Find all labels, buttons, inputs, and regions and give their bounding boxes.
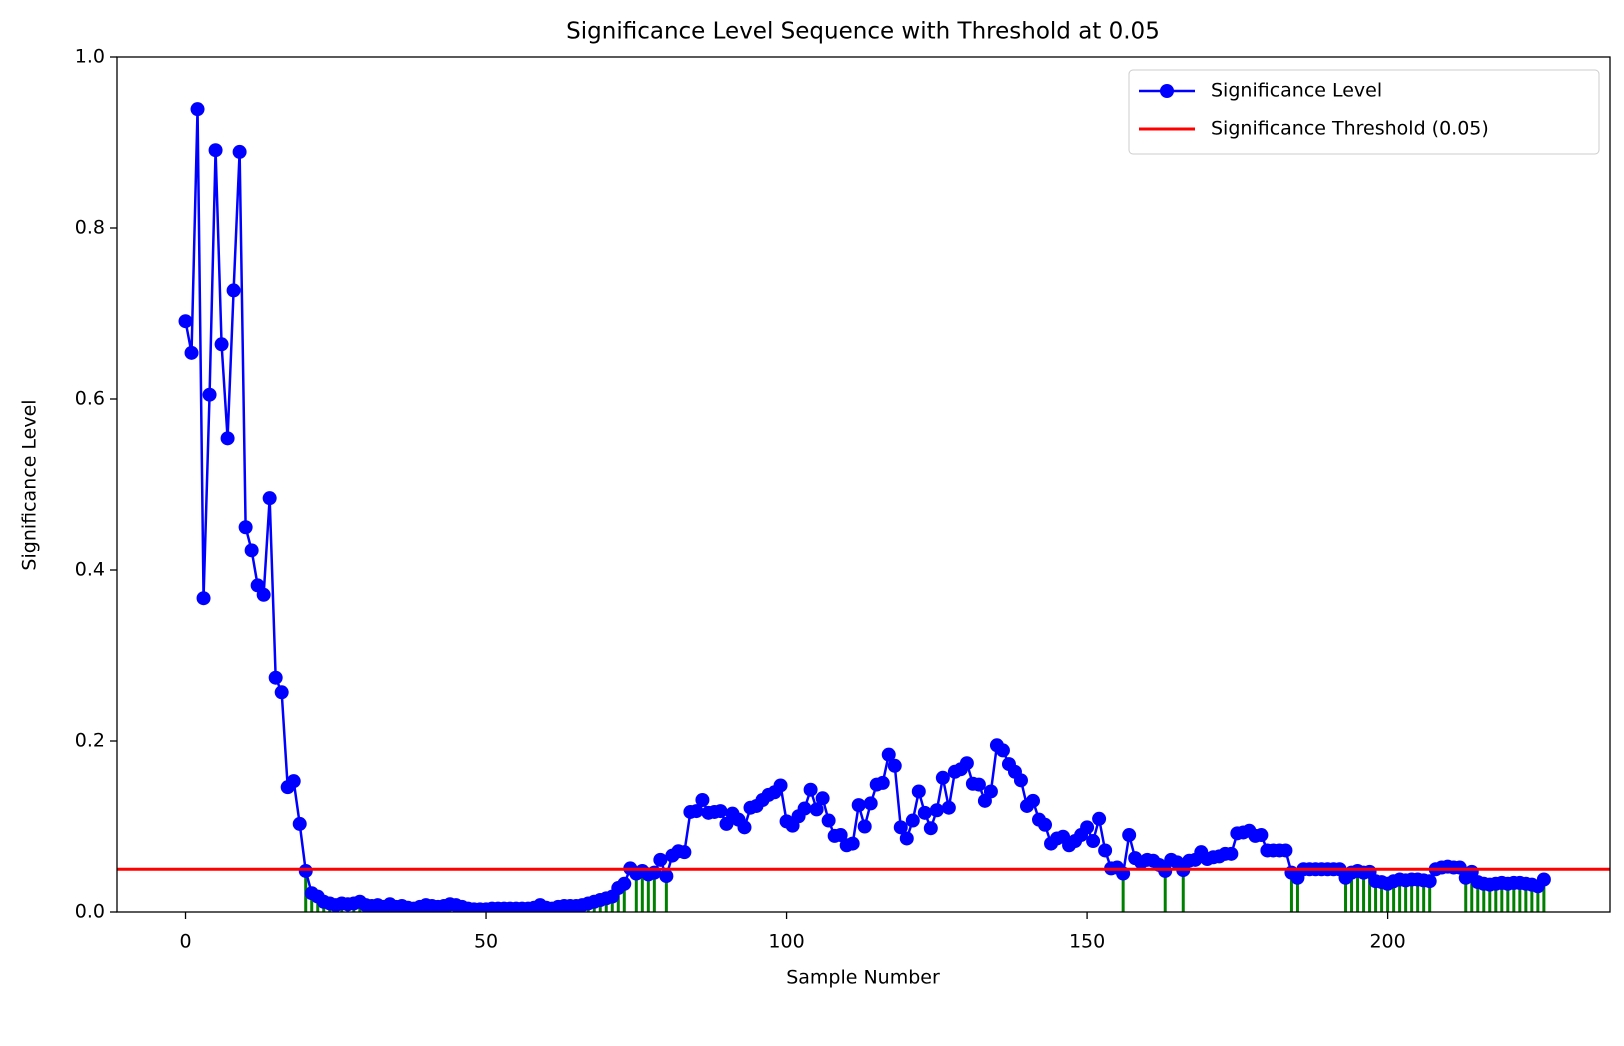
point [803,782,818,797]
point [677,845,692,860]
legend-label: Significance Level [1211,80,1382,102]
point [244,543,259,558]
point [1224,846,1239,861]
x-tick-label: 150 [1069,931,1105,953]
chart-title: Significance Level Sequence with Thresho… [566,19,1160,45]
point [256,587,271,602]
point [881,747,896,762]
point [797,801,812,816]
point [202,387,217,402]
point [917,805,932,820]
point [887,758,902,773]
x-tick-label: 50 [474,931,498,953]
point [268,670,283,685]
point [1098,843,1113,858]
point [815,791,830,806]
point [1536,872,1551,887]
point [899,831,914,846]
point [863,796,878,811]
point [905,813,920,828]
point [208,143,223,158]
legend-label: Significance Threshold (0.05) [1211,118,1489,140]
plot-frame [116,56,1611,913]
point [220,431,235,446]
point [262,491,277,506]
point [929,803,944,818]
y-tick-label: 0.2 [75,730,105,752]
point [821,813,836,828]
point [653,852,668,867]
point [857,819,872,834]
point [833,828,848,843]
x-tick-label: 0 [179,931,191,953]
point [286,774,301,789]
y-tick-label: 0.8 [75,217,105,239]
point [1038,817,1053,832]
point [923,821,938,836]
point [184,345,199,360]
point [845,836,860,851]
plot-area [117,102,1610,912]
point [1122,828,1137,843]
series-line [184,109,1545,911]
point [1025,793,1040,808]
point [1013,773,1028,788]
y-tick-label: 1.0 [75,46,105,68]
point [713,804,728,819]
point [689,804,704,819]
point [719,816,734,831]
point [911,784,926,799]
point [773,778,788,793]
point [1158,863,1173,878]
point [178,314,193,329]
point [875,775,890,790]
point [1080,820,1095,835]
point [1092,811,1107,826]
point [190,102,205,117]
point [617,876,632,891]
y-tick-label: 0.6 [75,388,105,410]
point [1086,834,1101,849]
point [935,770,950,785]
point [893,820,908,835]
point [737,820,752,835]
point [971,777,986,792]
point [851,798,866,813]
point [941,800,956,815]
point [659,869,674,884]
y-axis-label: Significance Level [19,399,41,570]
y-tick-label: 0.4 [75,559,105,581]
point [1254,828,1269,843]
point [298,863,313,878]
point [1278,843,1293,858]
point [695,792,710,807]
y-tick-label: 0.0 [75,901,105,923]
point [995,743,1010,758]
legend-box [1128,69,1600,155]
x-tick-label: 200 [1369,931,1405,953]
point [232,144,247,159]
point [983,784,998,799]
point [226,283,241,298]
point [809,802,824,817]
point [959,756,974,771]
point [1452,860,1467,875]
point [238,520,253,535]
point [196,591,211,606]
point [292,816,307,831]
point [214,337,229,352]
point [274,685,289,700]
x-axis-label: Sample Number [786,967,940,989]
x-tick-label: 100 [768,931,804,953]
point [1422,874,1437,889]
legend-marker [1160,84,1174,98]
